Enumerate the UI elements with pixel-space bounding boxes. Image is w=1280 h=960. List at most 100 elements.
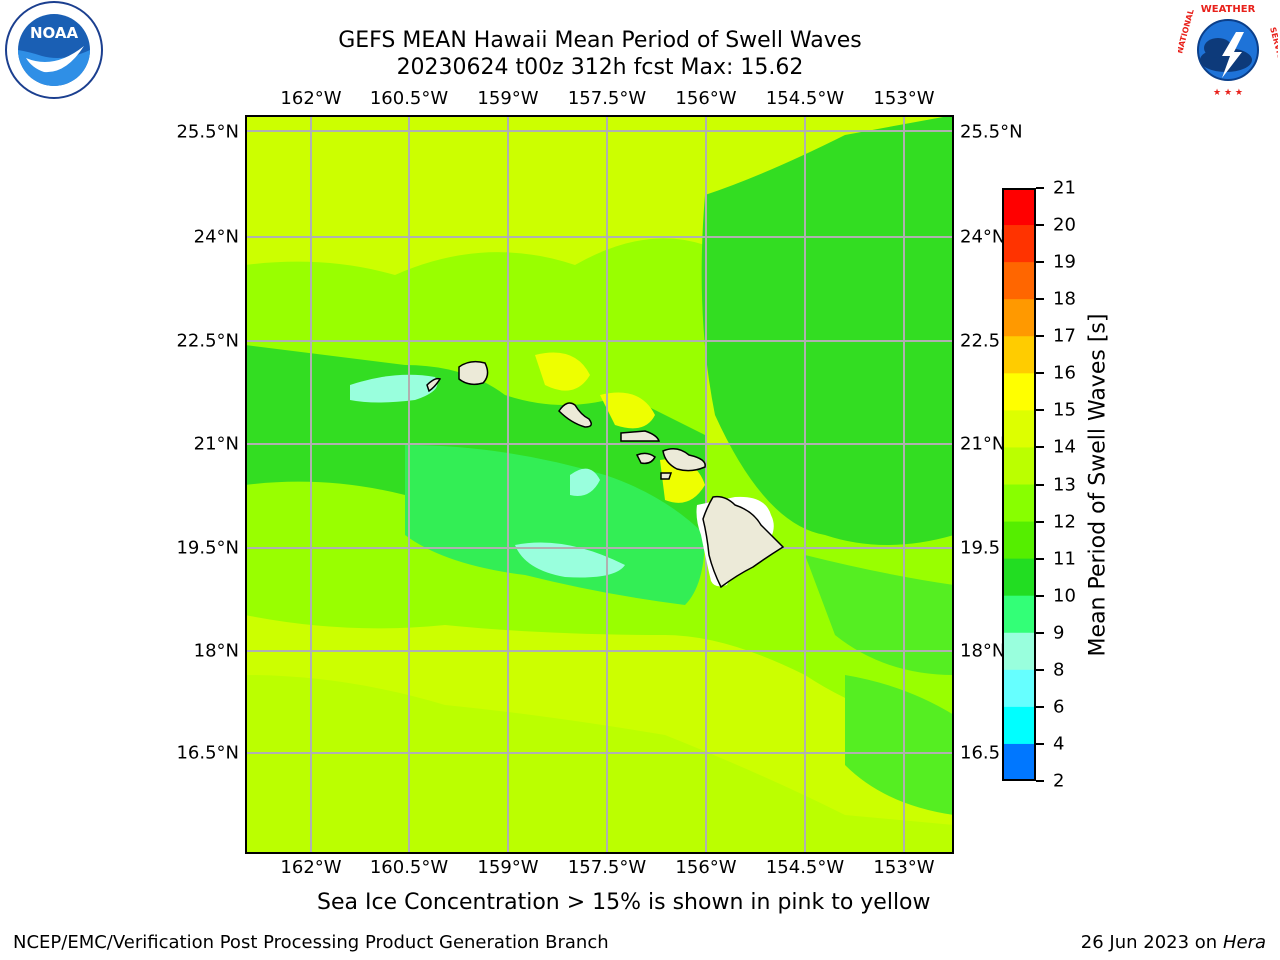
lon-tick-top: 160.5°W: [369, 88, 449, 109]
colorbar-tick-mark: [1036, 261, 1044, 264]
colorbar-label: Mean Period of Swell Waves [s]: [1085, 313, 1111, 657]
colorbar-tick-mark: [1036, 409, 1044, 412]
colorbar-tick: 16: [1053, 362, 1076, 384]
lat-tick-right: 21°N: [960, 433, 1006, 455]
lon-tick-top: 159°W: [477, 88, 539, 109]
colorbar-tick: 14: [1053, 436, 1076, 458]
svg-text:WEATHER: WEATHER: [1201, 4, 1256, 15]
colorbar-swatch: [1002, 188, 1036, 226]
swell-band-9-south: [515, 542, 625, 578]
colorbar-tick-mark: [1036, 224, 1044, 227]
colorbar-tick-mark: [1036, 483, 1044, 486]
lon-tick-top: 153°W: [873, 88, 935, 109]
colorbar-tick-mark: [1036, 705, 1044, 708]
colorbar-tick: 12: [1053, 511, 1076, 533]
lon-tick-top: 162°W: [280, 88, 342, 109]
colorbar-swatch: [1002, 447, 1036, 485]
island-hawaii: [702, 495, 785, 589]
colorbar-swatch: [1002, 336, 1036, 374]
colorbar-swatch: [1002, 410, 1036, 448]
colorbar-tick: 9: [1053, 622, 1065, 644]
map-plot: [245, 115, 954, 854]
lat-tick-left: 21°N: [193, 433, 239, 455]
lat-tick-right: 19.5: [960, 537, 1001, 559]
colorbar-swatch: [1002, 521, 1036, 560]
island-niihau: [426, 377, 442, 393]
swell-band-9-oahu: [570, 468, 600, 496]
swell-band-12-se: [805, 555, 954, 675]
lat-tick-right: 24°N: [960, 226, 1006, 248]
footer-machine: Hera: [1222, 932, 1266, 953]
colorbar-tick: 11: [1053, 548, 1076, 570]
colorbar-tick: 20: [1053, 214, 1076, 236]
colorbar-swatch: [1002, 262, 1036, 300]
sea-ice-note: Sea Ice Concentration > 15% is shown in …: [317, 890, 931, 915]
footer-date: 26 Jun 2023 on Hera: [1080, 932, 1266, 953]
lat-tick-right: 16.5: [960, 742, 1001, 764]
swell-band-15: [535, 352, 590, 391]
island-lanai: [635, 452, 656, 465]
nws-logo: WEATHER ★ ★ ★ NATIONAL SERVICE: [1178, 4, 1278, 98]
colorbar-swatch: [1002, 706, 1036, 745]
swell-band-10: [405, 445, 705, 605]
swell-band-11-east: [701, 115, 954, 545]
island-oahu: [558, 402, 592, 428]
colorbar-tick-mark: [1036, 668, 1044, 671]
colorbar-tick-mark: [1036, 742, 1044, 745]
colorbar-tick: 4: [1053, 733, 1065, 755]
colorbar-tick-mark: [1036, 298, 1044, 301]
lat-tick-right: 22.5: [960, 330, 1001, 352]
colorbar-swatch: [1002, 743, 1036, 781]
lon-tick-bottom: 156°W: [675, 857, 737, 878]
lat-tick-left: 19.5°N: [176, 537, 239, 559]
noaa-logo: NOAA: [5, 1, 103, 99]
chart-title: GEFS MEAN Hawaii Mean Period of Swell Wa…: [338, 28, 862, 53]
colorbar-tick: 13: [1053, 474, 1076, 495]
colorbar-swatch: [1002, 484, 1036, 523]
chart-subtitle: 20230624 t00z 312h fcst Max: 15.62: [396, 55, 804, 80]
lon-tick-bottom: 159°W: [477, 857, 539, 878]
lon-tick-bottom: 162°W: [280, 857, 342, 878]
colorbar-swatch: [1002, 373, 1036, 411]
swell-band-14b: [245, 675, 954, 854]
colorbar-tick: 10: [1053, 585, 1076, 607]
lon-tick-top: 154.5°W: [765, 88, 845, 109]
colorbar-tick-mark: [1036, 187, 1044, 189]
colorbar-tick: 15: [1053, 399, 1076, 421]
colorbar-swatch: [1002, 299, 1036, 337]
swell-band-12-s: [845, 675, 954, 815]
svg-text:SERVICE: SERVICE: [1268, 26, 1278, 65]
island-maui: [662, 448, 706, 472]
lon-tick-top: 157.5°W: [567, 88, 647, 109]
colorbar-swatch: [1002, 225, 1036, 263]
colorbar-tick: 21: [1053, 177, 1076, 199]
footer-branch: NCEP/EMC/Verification Post Processing Pr…: [13, 932, 609, 953]
colorbar-swatch: [1002, 669, 1036, 708]
colorbar-tick: 19: [1053, 251, 1076, 273]
svg-text:NOAA: NOAA: [30, 24, 79, 42]
colorbar-tick: 17: [1053, 325, 1076, 347]
colorbar-tick-mark: [1036, 594, 1044, 597]
colorbar-tick-mark: [1036, 335, 1044, 338]
swell-band-9-kauai: [350, 374, 438, 403]
colorbar: [1002, 188, 1036, 781]
island-kauai: [458, 360, 489, 386]
colorbar-swatch: [1002, 595, 1036, 634]
svg-text:★ ★ ★: ★ ★ ★: [1213, 88, 1243, 98]
colorbar-tick-mark: [1036, 631, 1044, 634]
lat-tick-left: 24°N: [193, 226, 239, 248]
lon-tick-bottom: 160.5°W: [369, 857, 449, 878]
colorbar-tick-mark: [1036, 520, 1044, 523]
colorbar-swatch: [1002, 558, 1036, 597]
colorbar-tick: 6: [1053, 696, 1065, 718]
lat-tick-left: 16.5°N: [176, 742, 239, 764]
colorbar-tick: 18: [1053, 288, 1076, 310]
lon-tick-top: 156°W: [675, 88, 737, 109]
colorbar-swatch: [1002, 632, 1036, 671]
colorbar-tick-mark: [1036, 557, 1044, 560]
map-frame: [245, 115, 954, 854]
lat-tick-right: 25.5°N: [960, 121, 1023, 143]
map-graticule: [245, 115, 954, 854]
lat-tick-left: 22.5°N: [176, 330, 239, 352]
island-kahoolawe: [660, 472, 673, 480]
